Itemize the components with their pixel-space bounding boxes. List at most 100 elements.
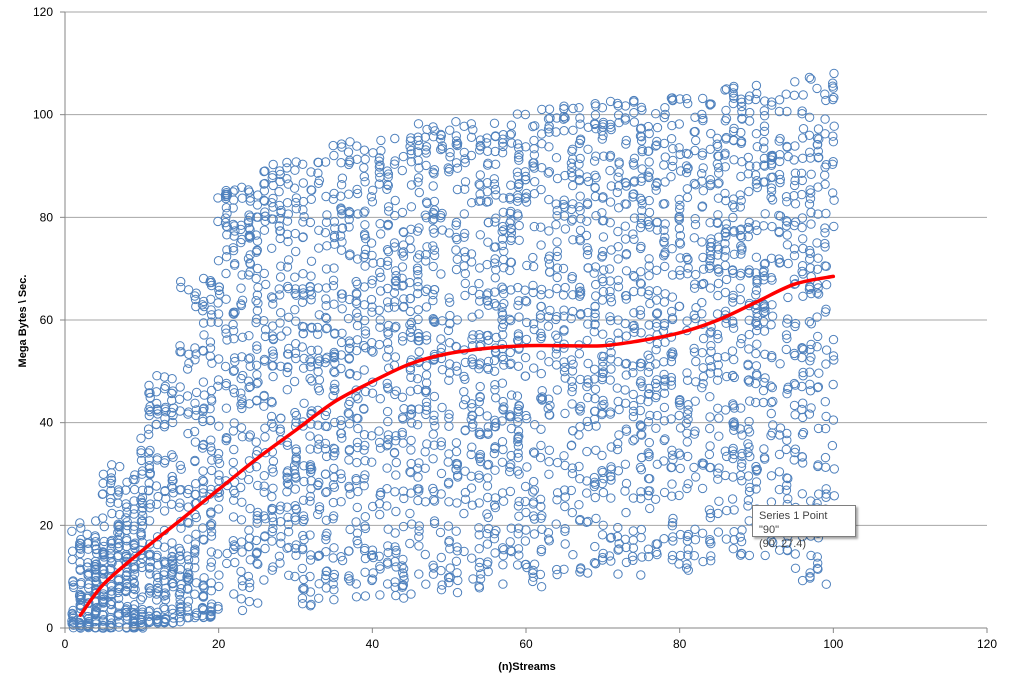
scatter-point [759,317,769,327]
scatter-point [529,163,539,173]
scatter-point [681,167,692,178]
scatter-point [574,103,584,113]
scatter-point [521,525,531,535]
scatter-point [198,318,209,328]
scatter-point [136,455,147,466]
scatter-point [751,252,762,262]
scatter-point [720,352,730,362]
scatter-point [389,238,400,248]
scatter-point [491,190,501,200]
scatter-point [306,484,316,494]
scatter-point [291,540,301,550]
scatter-point [314,225,324,236]
scatter-point [621,139,631,149]
scatter-point [399,294,409,304]
scatter-point [705,283,716,293]
scatter-point [637,430,647,440]
scatter-point [383,219,394,230]
scatter-point [337,237,347,247]
scatter-point [144,485,154,495]
scatter-point [790,549,800,559]
scatter-point [560,170,570,181]
scatter-point [321,451,332,462]
scatter-point [360,386,371,397]
scatter-point [290,501,300,511]
scatter-point [760,161,770,171]
scatter-point [268,352,278,362]
scatter-point [429,518,440,529]
scatter-point [137,492,148,503]
scatter-point [259,575,269,585]
scatter-point [314,579,324,589]
scatter-point [805,571,815,582]
scatter-point [413,177,423,187]
scatter-point [329,572,339,583]
scatter-point [245,196,256,206]
scatter-point [336,245,347,255]
scatter-point [229,589,239,599]
scatter-point [398,302,409,312]
x-tick-label: 100 [823,637,843,651]
scatter-point [652,308,663,318]
scatter-point [559,101,569,111]
scatter-point [552,488,563,498]
scatter-point [228,187,238,197]
scatter-point [506,390,517,400]
scatter-point [821,208,831,219]
scatter-point [245,259,256,269]
scatter-point [328,443,339,453]
scatter-point [614,544,624,554]
scatter-point [298,516,308,527]
scatter-point [560,408,570,419]
scatter-point [691,356,701,367]
x-tick-label: 40 [366,637,380,651]
scatter-point [199,583,209,593]
scatter-point [759,136,769,147]
scatter-point [752,182,762,193]
scatter-point [783,292,793,303]
scatter-point [191,529,201,539]
scatter-point [828,188,838,198]
scatter-point [268,159,278,170]
scatter-point [683,479,693,489]
scatter-point [766,397,776,408]
scatter-point [544,127,554,137]
scatter-point [282,478,293,488]
scatter-point [106,580,116,590]
scatter-point [767,195,778,205]
scatter-point [606,347,616,358]
scatter-point [268,523,278,534]
scatter-point [583,375,593,385]
scatter-point [198,416,208,427]
scatter-point [674,237,685,248]
scatter-point [375,267,385,278]
scatter-point [237,432,248,442]
scatter-point [789,455,799,465]
scatter-point [275,426,286,437]
scatter-point [368,258,378,268]
scatter-point [460,394,471,405]
scatter-point [598,246,608,257]
scatter-point [536,424,546,434]
scatter-point [567,382,578,392]
scatter-point [590,384,601,394]
scatter-point [566,441,577,451]
scatter-point [575,567,585,577]
scatter-point [398,151,409,162]
scatter-point [414,569,424,579]
scatter-point [222,222,233,232]
scatter-point [214,285,224,296]
scatter-point [253,377,263,387]
scatter-point [184,349,194,359]
scatter-point [420,497,431,507]
scatter-point [804,199,815,209]
scatter-point [443,457,453,467]
scatter-point [591,513,601,524]
scatter-point [829,464,839,474]
scatter-point [206,531,217,541]
scatter-point [805,153,816,163]
scatter-point [344,189,354,199]
scatter-point [321,547,331,557]
scatter-point [175,347,185,357]
scatter-point [682,184,692,194]
